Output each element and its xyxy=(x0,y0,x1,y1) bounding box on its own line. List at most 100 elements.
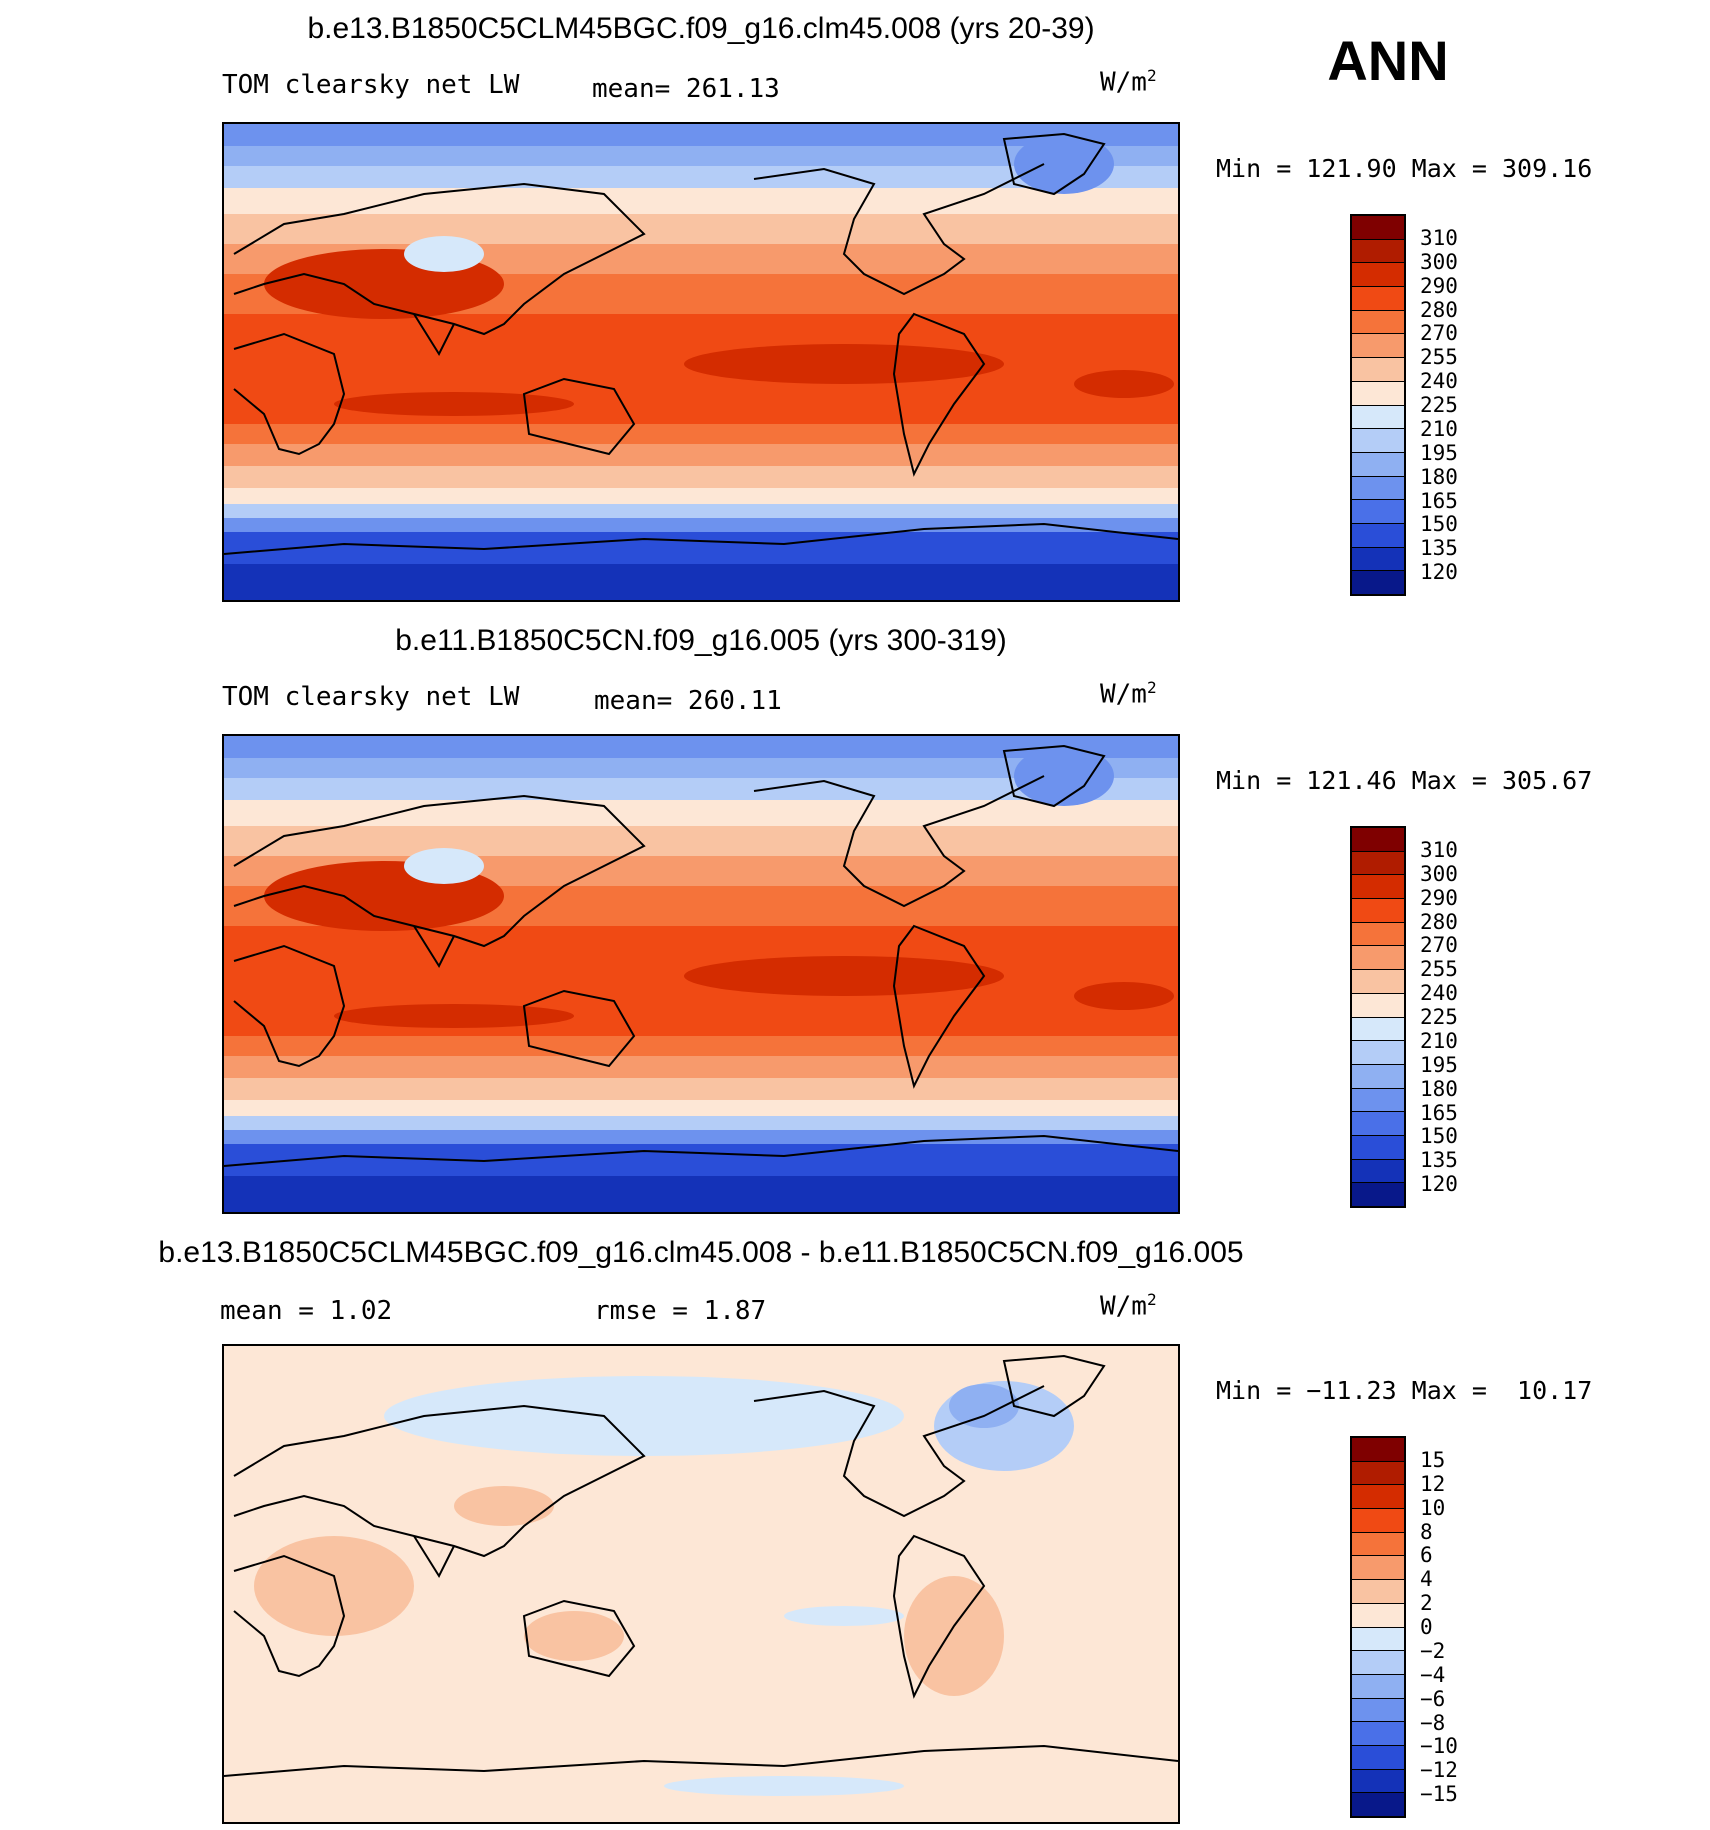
colorbar-swatch xyxy=(1352,405,1404,430)
coastline xyxy=(892,312,986,477)
field-blob xyxy=(684,344,1004,384)
colorbar-swatch xyxy=(1352,1556,1404,1581)
colorbar-swatch xyxy=(1352,1159,1404,1184)
field-blob xyxy=(1014,746,1114,806)
colorbar-swatch xyxy=(1352,500,1404,524)
colorbar-swatch xyxy=(1352,381,1404,406)
colorbar-label: −2 xyxy=(1420,1638,1446,1663)
panel-1-colorbar xyxy=(1350,214,1406,596)
field-band xyxy=(224,188,1178,214)
colorbar-label: 15 xyxy=(1420,1447,1446,1472)
panel-1-map-field xyxy=(224,124,1178,600)
colorbar-label: 240 xyxy=(1420,369,1458,394)
colorbar-label: 120 xyxy=(1420,1172,1458,1197)
colorbar-label: 290 xyxy=(1420,885,1458,910)
colorbar-label: 4 xyxy=(1420,1567,1433,1592)
colorbar-swatch xyxy=(1352,1603,1404,1628)
colorbar-swatch xyxy=(1352,1769,1404,1794)
colorbar-swatch xyxy=(1352,310,1404,335)
coastline xyxy=(233,1554,346,1678)
colorbar-swatch xyxy=(1352,571,1404,594)
colorbar-label: 255 xyxy=(1420,345,1458,370)
field-blob xyxy=(524,1611,624,1661)
colorbar-swatch xyxy=(1352,523,1404,548)
coastline xyxy=(522,1599,636,1678)
colorbar-swatch xyxy=(1352,476,1404,501)
field-band xyxy=(224,778,1178,800)
coastline xyxy=(522,377,636,456)
colorbar-swatch xyxy=(1352,875,1404,900)
colorbar-label: 180 xyxy=(1420,464,1458,489)
field-band xyxy=(224,564,1178,600)
colorbar-label: 135 xyxy=(1420,536,1458,561)
panel-2-variable: TOM clearsky net LW xyxy=(222,682,520,712)
coastline xyxy=(1002,744,1106,808)
field-band xyxy=(224,214,1178,244)
field-band xyxy=(224,1116,1178,1130)
panel-1-units: W/m2 xyxy=(1100,66,1157,98)
coastline xyxy=(753,1385,1045,1518)
colorbar-label: −10 xyxy=(1420,1734,1458,1759)
field-band xyxy=(224,800,1178,826)
panel-2-map-field xyxy=(224,736,1178,1212)
coastline xyxy=(224,1744,1178,1777)
colorbar-swatch xyxy=(1352,287,1404,311)
colorbar-label: 195 xyxy=(1420,1052,1458,1077)
field-blob xyxy=(384,1376,904,1456)
colorbar-swatch xyxy=(1352,1485,1404,1510)
colorbar-swatch xyxy=(1352,239,1404,264)
coastline xyxy=(1002,132,1106,196)
colorbar-swatch xyxy=(1352,1698,1404,1723)
coastline xyxy=(413,1535,455,1579)
coastline xyxy=(753,775,1045,908)
panel-3-units: W/m2 xyxy=(1100,1290,1157,1322)
colorbar-label: 165 xyxy=(1420,488,1458,513)
field-band xyxy=(224,424,1178,444)
colorbar-swatch xyxy=(1352,1088,1404,1113)
field-band xyxy=(224,1100,1178,1116)
colorbar-swatch xyxy=(1352,1722,1404,1746)
coastline xyxy=(413,925,455,969)
colorbar-swatch xyxy=(1352,1183,1404,1206)
colorbar-swatch xyxy=(1352,358,1404,382)
field-band xyxy=(224,504,1178,518)
coastline xyxy=(522,989,636,1068)
colorbar-label: 280 xyxy=(1420,297,1458,322)
panel-2-map xyxy=(222,734,1180,1214)
field-blob xyxy=(454,1486,554,1526)
colorbar-label: 180 xyxy=(1420,1076,1458,1101)
colorbar-label: 165 xyxy=(1420,1100,1458,1125)
field-band xyxy=(224,736,1178,758)
season-label: ANN xyxy=(1327,29,1449,92)
colorbar-swatch xyxy=(1352,1017,1404,1042)
field-blob xyxy=(1074,370,1174,398)
panel-2-units: W/m2 xyxy=(1100,678,1157,710)
field-blob xyxy=(784,1606,904,1626)
colorbar-label: 6 xyxy=(1420,1543,1433,1568)
field-blob xyxy=(334,392,574,416)
field-band xyxy=(224,444,1178,466)
field-band xyxy=(224,1056,1178,1078)
colorbar-swatch xyxy=(1352,1041,1404,1065)
field-band xyxy=(224,146,1178,166)
coastline xyxy=(753,163,1045,296)
panel-3-mean: mean = 1.02 xyxy=(220,1296,393,1326)
coastline xyxy=(233,182,646,336)
field-band xyxy=(224,166,1178,188)
colorbar-label: 270 xyxy=(1420,321,1458,346)
panel-3-title: b.e13.B1850C5CLM45BGC.f09_g16.clm45.008 … xyxy=(158,1236,1244,1269)
panel-1-map xyxy=(222,122,1180,602)
coastline xyxy=(233,794,646,948)
colorbar-swatch xyxy=(1352,1627,1404,1652)
coastline xyxy=(224,1134,1178,1167)
colorbar-label: 300 xyxy=(1420,861,1458,886)
field-band xyxy=(224,1176,1178,1212)
coastline xyxy=(413,313,455,357)
colorbar-label: 290 xyxy=(1420,273,1458,298)
field-blob xyxy=(664,1776,904,1796)
colorbar-swatch xyxy=(1352,1438,1404,1462)
coastline xyxy=(892,924,986,1089)
colorbar-label: 225 xyxy=(1420,393,1458,417)
colorbar-swatch xyxy=(1352,1112,1404,1136)
colorbar-label: 0 xyxy=(1420,1615,1433,1639)
